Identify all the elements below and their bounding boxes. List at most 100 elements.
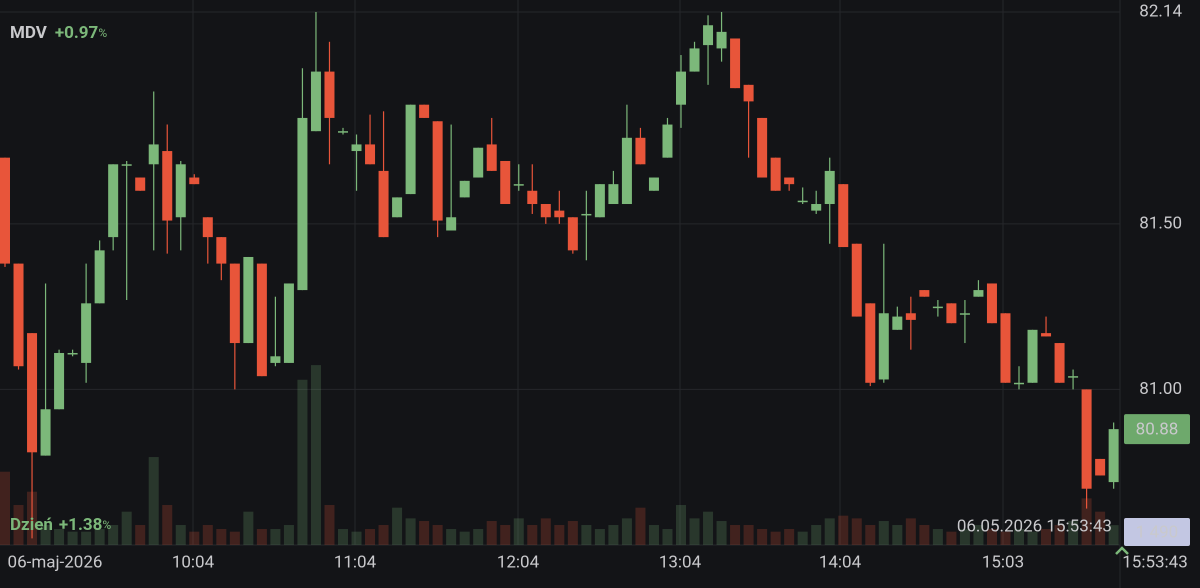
- last-volume-label: 1 490: [1136, 522, 1178, 542]
- volume-bar: [811, 525, 822, 545]
- day-change-unit: %: [102, 518, 111, 532]
- y-tick-label: 81.00: [1139, 379, 1182, 399]
- volume-bar: [338, 529, 348, 545]
- volume-bar: [527, 525, 538, 545]
- volume-bar: [554, 525, 565, 545]
- volume-bar: [1054, 525, 1065, 545]
- candle-body: [135, 177, 146, 191]
- candle-body: [676, 71, 686, 105]
- candle-body: [67, 352, 78, 355]
- volume-bar: [256, 529, 267, 545]
- volume-bar: [500, 525, 511, 545]
- y-tick-label: 82.14: [1139, 1, 1182, 21]
- volume-bar: [567, 521, 578, 545]
- candle-body: [554, 210, 565, 218]
- last-volume-box: [1124, 518, 1190, 546]
- volume-bar: [919, 525, 930, 545]
- candle-body: [689, 48, 700, 72]
- volume-bar: [189, 531, 200, 545]
- candle-body: [378, 170, 389, 238]
- candle-body: [243, 256, 254, 344]
- candle-body: [229, 263, 240, 344]
- day-label: Dzień: [10, 515, 53, 535]
- candle-body: [392, 197, 403, 218]
- up-caret: [1115, 546, 1129, 555]
- y-tick-label: 81.50: [1139, 213, 1182, 233]
- volume-bar: [1081, 498, 1092, 545]
- volume-bar: [824, 518, 835, 545]
- volume-bar: [851, 518, 862, 545]
- day-header: Dzień +1.38%: [10, 515, 111, 535]
- candle-body: [730, 38, 741, 89]
- x-tick-label: 06-maj-2026: [8, 552, 103, 572]
- x-tick-label: 10:04: [172, 552, 215, 572]
- candle-body: [824, 170, 835, 205]
- volume-bar: [297, 379, 308, 545]
- volume-bar: [1000, 531, 1011, 545]
- candle-body: [297, 117, 308, 291]
- volume-bar: [608, 525, 619, 545]
- x-tick-label: 15:53:43: [1122, 552, 1188, 572]
- volume-bar: [419, 521, 430, 545]
- volume-bar: [865, 525, 876, 545]
- volume-bar: [108, 525, 119, 545]
- volume-bar: [473, 529, 484, 545]
- volume-bar: [432, 525, 443, 545]
- candle-body: [81, 303, 92, 363]
- volume-bar: [757, 529, 768, 545]
- candle-body: [432, 121, 443, 221]
- candle-body: [486, 144, 497, 171]
- candle-body: [338, 131, 348, 133]
- volume-bar: [648, 525, 659, 545]
- volume-bar: [365, 529, 376, 545]
- labels: 82.14 81.50 81.00 06-maj-2026 10:04 11:04 12:0…: [8, 1, 1190, 572]
- volume-bar: [229, 531, 240, 545]
- volume-bar: [459, 531, 470, 545]
- volume-bar: [0, 471, 10, 545]
- candle-body: [148, 144, 159, 165]
- volume-bar: [1041, 529, 1052, 545]
- volume-bar: [946, 531, 957, 545]
- volume-bar: [54, 529, 65, 545]
- candle-body: [351, 144, 362, 152]
- candle-body: [959, 313, 970, 315]
- candle-body: [175, 164, 186, 218]
- candle-body: [581, 213, 592, 216]
- volume-bar: [202, 525, 213, 545]
- candle-body: [1054, 343, 1065, 383]
- volume-bar: [513, 518, 524, 545]
- candle-body: [878, 313, 889, 380]
- candle-body: [1108, 429, 1119, 483]
- volume-bar: [175, 525, 186, 545]
- volume-bar: [283, 525, 294, 545]
- volume-bar: [81, 531, 92, 545]
- grid: [0, 0, 1121, 588]
- candle-body: [405, 104, 416, 195]
- candle-body: [1068, 376, 1079, 378]
- candle-body: [500, 160, 511, 205]
- volume-bar: [676, 505, 686, 545]
- candle-body: [567, 217, 578, 251]
- candle-body: [811, 204, 822, 211]
- candle-body: [1014, 382, 1024, 385]
- candle-body: [743, 84, 754, 102]
- volume-bar: [716, 521, 727, 545]
- x-tick-label: 12:04: [497, 552, 540, 572]
- change: +0.97: [55, 23, 99, 43]
- volume-bar: [621, 518, 632, 545]
- volume-bar: [959, 529, 970, 545]
- volume-bar: [13, 505, 24, 545]
- candle-body: [459, 180, 470, 198]
- candle-body: [365, 144, 376, 165]
- volume-bar: [784, 529, 795, 545]
- volume-bar: [770, 531, 781, 545]
- volume-bar: [986, 529, 997, 545]
- candle-body: [473, 147, 484, 178]
- candle-body: [946, 303, 957, 324]
- volume-bar: [892, 525, 903, 545]
- volume-bar: [973, 525, 984, 545]
- ticker: MDV: [10, 23, 48, 43]
- candle-body: [865, 303, 876, 383]
- volume-bar: [243, 511, 254, 545]
